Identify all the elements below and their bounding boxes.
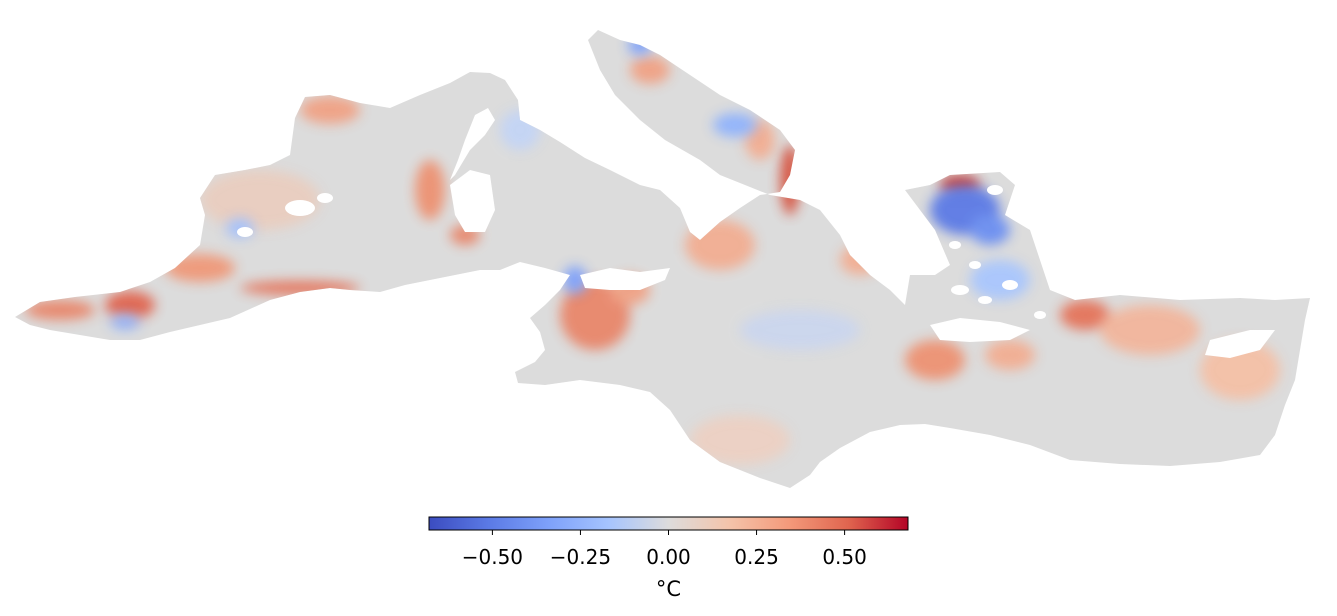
colorbar-tick-label: 0.50 xyxy=(822,545,867,569)
colorbar-tick-label: 0.25 xyxy=(734,545,779,569)
colorbar-tick-label: −0.50 xyxy=(462,545,523,569)
colorbar-unit-label: °C xyxy=(656,577,681,601)
colorbar-tick-label: −0.25 xyxy=(550,545,611,569)
colorbar-tick-label: 0.00 xyxy=(646,545,691,569)
colorbar: −0.50 −0.25 0.00 0.25 0.50 °C xyxy=(428,516,909,601)
colorbar-ticks: −0.50 −0.25 0.00 0.25 0.50 xyxy=(462,530,867,569)
islands xyxy=(237,108,1275,358)
colorbar-gradient xyxy=(428,516,909,531)
sea-surface xyxy=(15,30,1310,488)
